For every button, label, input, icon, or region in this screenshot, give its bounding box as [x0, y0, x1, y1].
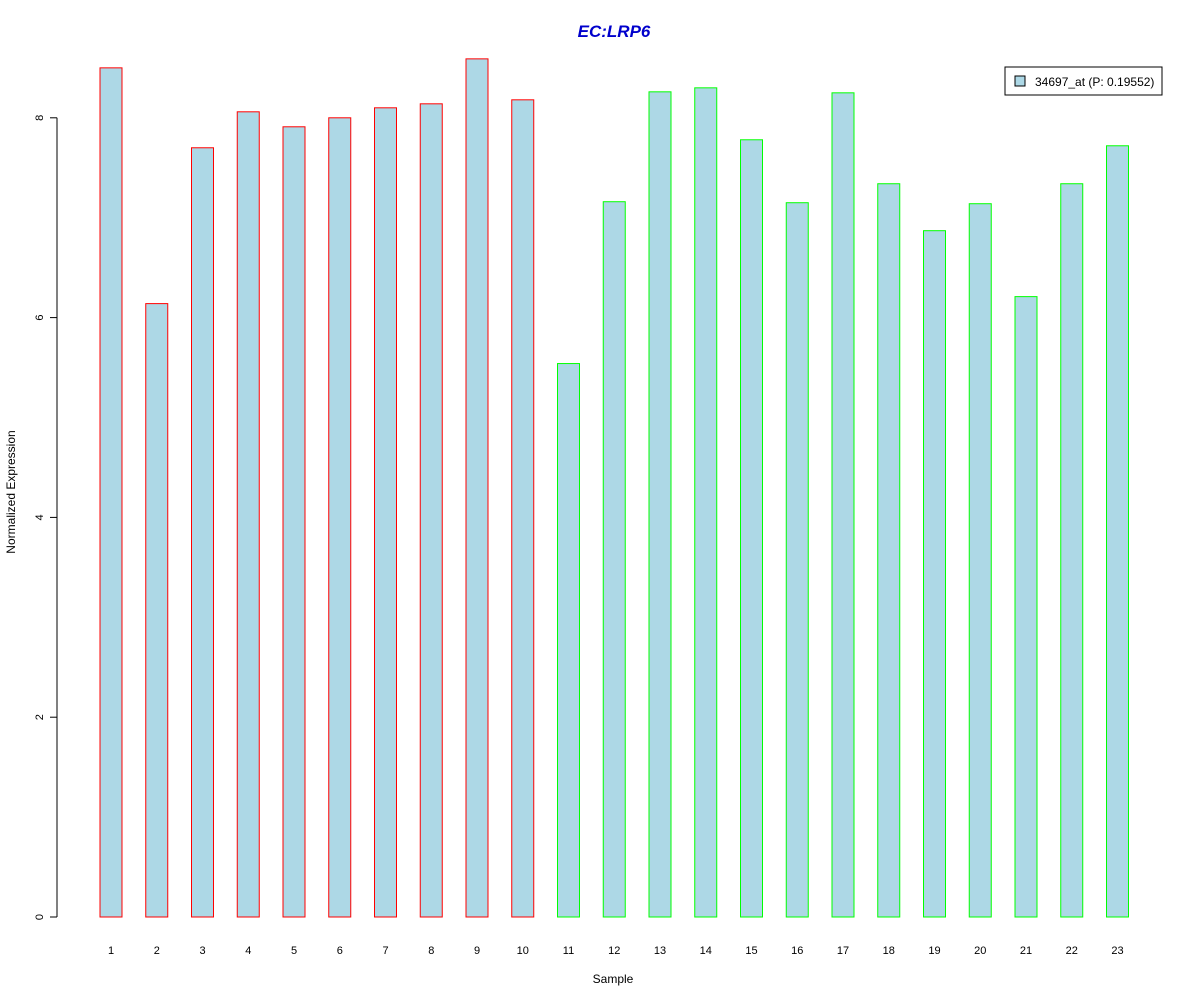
bar-sample-14	[694, 87, 718, 918]
bar-sample-23	[1106, 145, 1129, 918]
y-axis-label: Normalized Expression	[4, 430, 18, 553]
bar-sample-11	[557, 363, 580, 918]
x-tick-label: 16	[791, 945, 803, 957]
bar-sample-19	[923, 230, 946, 918]
bar-sample-17	[831, 92, 855, 918]
y-tick-label: 0	[34, 914, 46, 920]
x-axis-label: Sample	[593, 972, 634, 986]
bar-sample-22	[1060, 183, 1084, 918]
bar-sample-8	[419, 103, 443, 918]
bar-sample-2	[145, 303, 169, 918]
y-tick-label: 8	[34, 115, 46, 121]
bar-sample-21	[1014, 296, 1038, 918]
x-tick-label: 11	[563, 945, 574, 957]
bar-sample-16	[785, 202, 809, 918]
x-tick-label: 4	[245, 945, 251, 957]
bar-sample-12	[602, 201, 626, 918]
x-tick-label: 5	[291, 945, 297, 957]
legend-box	[1004, 66, 1163, 96]
bar-sample-10	[511, 99, 535, 918]
bars	[99, 58, 1129, 918]
y-tick-label: 6	[34, 315, 46, 321]
bar-sample-18	[877, 183, 901, 918]
x-tick-label: 7	[382, 945, 388, 957]
legend-label: 34697_at (P: 0.19552)	[1035, 75, 1154, 89]
x-tick-label: 20	[974, 945, 986, 957]
x-tick-label: 2	[154, 945, 160, 957]
bar-sample-7	[374, 107, 397, 918]
bar-sample-20	[968, 203, 992, 918]
x-tick-labels: 1 2 3 4 5 6 7 8 9 10 11 12 13 14 15 16 17 18 19 20 21 22 23	[108, 945, 1124, 957]
bar-sample-6	[328, 117, 352, 918]
legend-swatch	[1014, 75, 1026, 87]
x-tick-label: 21	[1020, 945, 1032, 957]
x-tick-label: 12	[608, 945, 620, 957]
x-tick-label: 13	[654, 945, 666, 957]
bar-sample-5	[282, 126, 306, 918]
x-tick-label: 17	[837, 945, 849, 957]
x-tick-label: 6	[337, 945, 343, 957]
bar-sample-13	[648, 91, 672, 918]
y-axis: 0 2 4 6 8	[34, 115, 58, 920]
bar-sample-3	[191, 147, 214, 918]
x-tick-label: 10	[517, 945, 529, 957]
x-tick-label: 8	[428, 945, 434, 957]
chart-title: EC:LRP6	[578, 22, 651, 41]
bar-sample-4	[236, 111, 260, 918]
x-tick-label: 19	[928, 945, 940, 957]
x-tick-label: 15	[745, 945, 757, 957]
x-tick-label: 14	[700, 945, 712, 957]
legend: 34697_at (P: 0.19552)	[1004, 66, 1163, 96]
bar-sample-15	[740, 139, 763, 918]
x-tick-label: 18	[883, 945, 895, 957]
y-tick-label: 4	[34, 514, 46, 520]
bar-sample-1	[99, 67, 123, 918]
bar-sample-9	[465, 58, 489, 918]
x-tick-label: 1	[108, 945, 114, 957]
x-tick-label: 3	[199, 945, 205, 957]
x-tick-label: 23	[1111, 945, 1123, 957]
x-tick-label: 22	[1066, 945, 1078, 957]
x-tick-label: 9	[474, 945, 480, 957]
y-tick-label: 2	[34, 714, 46, 720]
